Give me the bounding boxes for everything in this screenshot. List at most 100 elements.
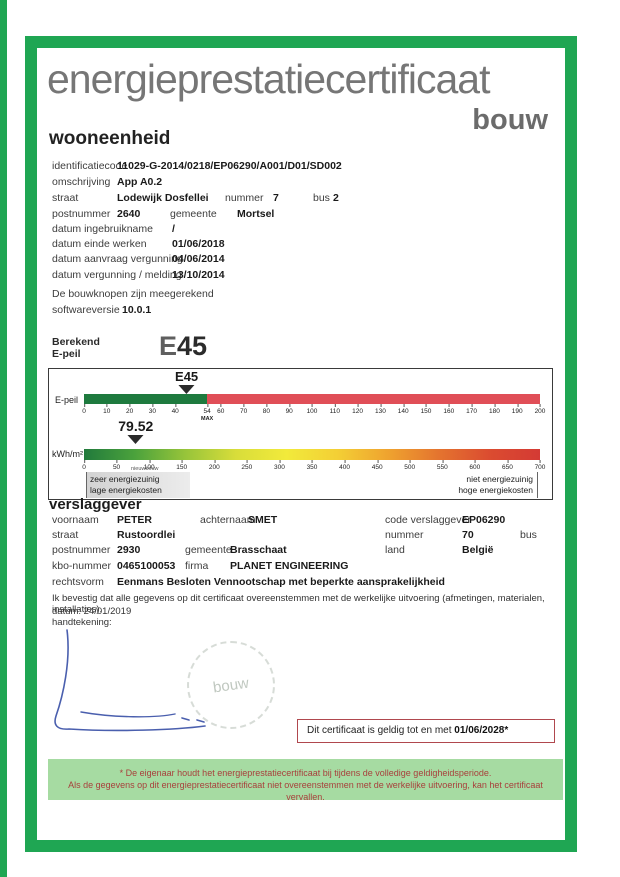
kwh-axis-label: kWh/m²: [52, 449, 83, 459]
berekend-epeil-label: Berekend E-peil: [52, 336, 100, 360]
tick-label: 0: [82, 404, 86, 415]
berekend-epeil-value: E45: [159, 331, 207, 362]
tick-label: 150: [176, 460, 188, 471]
section-wooneenheid-heading: wooneenheid: [49, 128, 171, 149]
tick-label: 500: [404, 460, 416, 471]
scale-right-note-line2: hoge energiekosten: [458, 484, 533, 495]
field-value-code-verslaggever: EP06290: [462, 514, 506, 526]
tick-label: 300: [273, 460, 285, 471]
tick-label: 120: [352, 404, 364, 415]
tick-label: 140: [397, 404, 409, 415]
page-edge-strip: [0, 0, 7, 877]
field-label-nummer: nummer: [225, 192, 264, 204]
tick-label: 200: [208, 460, 220, 471]
stamp: bouw: [187, 641, 275, 729]
certificate-content: energieprestatiecertificaat bouw wooneen…: [37, 48, 565, 840]
footer-note-line2: Als de gegevens op dit energieprestatiec…: [68, 780, 543, 802]
field-value-land: België: [462, 544, 494, 556]
field-value-achternaam: SMET: [248, 514, 278, 526]
field-label-straat: straat: [52, 192, 79, 204]
tick-label: 50: [112, 460, 121, 471]
bouwknopen-note: De bouwknopen zijn meegerekend: [52, 288, 557, 302]
scale-right-note: niet energiezuinig hoge energiekosten: [458, 472, 538, 498]
tick-label: 600: [469, 460, 481, 471]
tick-label: 130: [374, 404, 386, 415]
handtekening-label: handtekening:: [52, 617, 112, 628]
field-value-identificatiecode: 11029-G-2014/0218/EP06290/A001/D01/SD002: [117, 160, 342, 172]
field-row-omschrijving: omschrijving App A0.2: [52, 176, 557, 190]
tick-label: 200: [534, 404, 546, 415]
field-label-omschrijving: omschrijving: [52, 176, 111, 188]
field-value-postnummer: 2640: [117, 208, 141, 220]
field-row-verslaggever-straat: straat Rustoordlei nummer 70 bus: [52, 529, 557, 543]
footer-note: * De eigenaar houdt het energieprestatie…: [48, 759, 563, 802]
field-value-verslaggever-postnummer: 2930: [117, 544, 141, 556]
field-value-rechtsvorm: Eenmans Besloten Vennootschap met beperk…: [117, 576, 445, 588]
tick-label: 400: [339, 460, 350, 471]
field-label-verslaggever-bus: bus: [520, 529, 537, 541]
field-row-rechtsvorm: rechtsvorm Eenmans Besloten Vennootschap…: [52, 576, 557, 590]
kwh-marker-label: 79.52: [118, 418, 154, 434]
field-value-datum-ingebruikname: /: [172, 223, 175, 235]
berekend-label-line1: Berekend: [52, 336, 100, 348]
berekend-label-line2: E-peil: [52, 348, 81, 360]
field-value-softwareversie: 10.0.1: [122, 304, 152, 316]
field-label-code-verslaggever: code verslaggever: [385, 514, 471, 526]
field-value-datum-vergunning: 13/10/2014: [172, 269, 225, 281]
field-label-verslaggever-postnummer: postnummer: [52, 544, 111, 556]
signature: [54, 629, 206, 732]
bouwknopen-note-text: De bouwknopen zijn meegerekend: [52, 288, 214, 300]
tick-label: 70: [239, 404, 248, 415]
page-subtitle: bouw: [472, 104, 548, 136]
field-row-identificatiecode: identificatiecode 11029-G-2014/0218/EP06…: [52, 160, 557, 174]
section-verslaggever-heading: verslaggever: [49, 496, 142, 513]
field-row-voornaam: voornaam PETER achternaam SMET code vers…: [52, 514, 557, 528]
field-label-postnummer: postnummer: [52, 208, 111, 220]
statement-datum: datum: 24/01/2019: [52, 606, 132, 617]
tick-label: 150: [420, 404, 432, 415]
field-row-kbo: kbo-nummer 0465100053 firma PLANET ENGIN…: [52, 560, 557, 574]
field-label-voornaam: voornaam: [52, 514, 99, 526]
field-label-achternaam: achternaam: [200, 514, 256, 526]
field-row-datum-ingebruikname: datum ingebruikname /: [52, 223, 557, 237]
field-value-verslaggever-gemeente: Brasschaat: [230, 544, 287, 556]
tick-label: 60: [217, 404, 225, 415]
tick-label: 180: [488, 404, 500, 415]
field-label-bus: bus: [313, 192, 330, 204]
validity-date: 01/06/2028*: [454, 725, 509, 736]
field-label-land: land: [385, 544, 405, 556]
validity-box: Dit certificaat is geldig tot en met 01/…: [297, 719, 555, 743]
epeil-prefix: E: [159, 331, 178, 361]
field-value-verslaggever-nummer: 70: [462, 529, 474, 541]
field-row-datum-aanvraag: datum aanvraag vergunning 04/06/2014: [52, 253, 557, 267]
kwh-marker-triangle-icon: [127, 435, 144, 444]
nieuwbouw-note: nieuwbouw: [131, 466, 159, 472]
field-label-verslaggever-straat: straat: [52, 529, 79, 541]
epeil-marker: E45: [175, 370, 198, 394]
field-value-datum-einde-werken: 01/06/2018: [172, 238, 225, 250]
field-value-kbo: 0465100053: [117, 560, 176, 572]
epeil-axis-label: E-peil: [55, 395, 79, 405]
scale-left-note-line2: lage energiekosten: [90, 484, 162, 495]
tick-label: 190: [511, 404, 523, 415]
kwh-scale-bar: [84, 449, 540, 460]
field-value-nummer: 7: [273, 192, 279, 204]
field-value-verslaggever-straat: Rustoordlei: [117, 529, 176, 541]
field-value-firma: PLANET ENGINEERING: [230, 560, 349, 572]
field-label-gemeente: gemeente: [170, 208, 217, 220]
kwh-marker: 79.52: [118, 419, 153, 444]
epeil-threshold-label: MAX: [200, 416, 214, 422]
field-value-straat: Lodewijk Dosfellei: [117, 192, 209, 204]
epeil-marker-triangle-icon: [178, 385, 195, 394]
field-label-kbo: kbo-nummer: [52, 560, 111, 572]
tick-label: 450: [371, 460, 383, 471]
certificate-frame: energieprestatiecertificaat bouw wooneen…: [25, 36, 577, 852]
footer-note-line1: * De eigenaar houdt het energieprestatie…: [119, 768, 492, 778]
kwh-tick-row: 0 50 100 150 200 250 300 350 400 450 500 550 600 650 7…: [82, 460, 545, 476]
stamp-text: bouw: [212, 674, 250, 696]
field-value-bus: 2: [333, 192, 339, 204]
field-value-omschrijving: App A0.2: [117, 176, 163, 188]
tick-label: 160: [443, 404, 455, 415]
field-label-datum-aanvraag: datum aanvraag vergunning: [52, 253, 183, 265]
field-label-softwareversie: softwareversie: [52, 304, 120, 316]
